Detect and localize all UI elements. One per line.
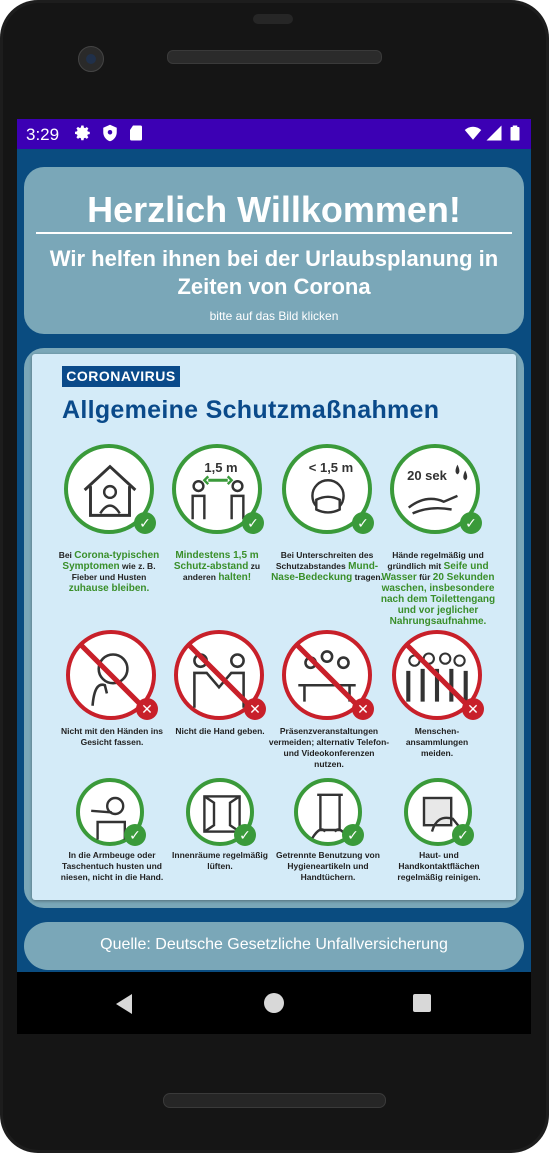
no-handshake-circle: ✕: [174, 630, 266, 720]
caption-handshake: Nicht die Hand geben.: [175, 726, 265, 736]
status-bar: 3:29: [17, 119, 531, 149]
no-meeting-circle: ✕: [282, 630, 374, 720]
distance-label: 1,5 m: [204, 460, 238, 475]
mask-icon: [311, 479, 345, 514]
caption-sneeze: In die Armbeuge oder Taschentuch husten …: [60, 850, 164, 882]
distance-circle: 1,5 m ✓: [172, 444, 264, 534]
x-icon: ✕: [462, 698, 484, 720]
caption-mask: Bei Unterschreiten des Schutzabstandes M…: [269, 550, 385, 583]
caption-text: wie z. B. Fieber und Husten: [71, 561, 156, 582]
house-stay-home-icon: [83, 464, 137, 517]
no-touch-face-circle: ✕: [66, 630, 158, 720]
battery-icon: [510, 125, 520, 141]
check-icon: ✓: [234, 824, 256, 846]
page-title: Herzlich Willkommen!: [87, 189, 461, 230]
title-divider: [36, 232, 512, 234]
caption-touch-face: Nicht mit den Händen ins Gesicht fassen.: [60, 726, 163, 747]
caption-stay-home: Bei Corona-typischen Symptomen wie z. B.…: [51, 550, 167, 594]
recents-icon[interactable]: [413, 994, 431, 1012]
caption-highlight: Mindestens 1,5 m Schutz-abstand: [173, 550, 259, 572]
check-icon: ✓: [124, 824, 146, 846]
handwash-time-label: 20 sek: [407, 468, 447, 483]
x-icon: ✕: [244, 698, 266, 720]
caption-highlight: Corona-typischen Symptomen: [62, 550, 160, 572]
protection-measures-poster-image[interactable]: CORONAVIRUS Allgemeine Schutzmaßnahmen ✓…: [32, 354, 516, 900]
caption-text: für: [416, 572, 433, 582]
ventilate-circle: ✓: [186, 778, 256, 846]
caption-text: tragen.: [352, 572, 383, 582]
mask-circle: < 1,5 m ✓: [282, 444, 374, 534]
back-icon[interactable]: [116, 994, 132, 1014]
top-slot: [253, 14, 293, 24]
caption-distance: Mindestens 1,5 m Schutz-abstand zu ander…: [159, 550, 275, 583]
caption-text: Bei Unterschreiten des Schutzabstandes: [275, 550, 374, 571]
source-card: Quelle: Deutsche Gesetzliche Unfallversi…: [24, 922, 524, 970]
earpiece-speaker: [167, 50, 382, 64]
caption-text: zu anderen: [182, 561, 261, 582]
caption-meeting: Präsenzveranstaltungen vermeiden; altern…: [268, 726, 390, 769]
source-text: Quelle: Deutsche Gesetzliche Unfallversi…: [100, 936, 448, 953]
x-icon: ✕: [352, 698, 374, 720]
shield-icon: [103, 124, 117, 142]
caption-crowd: Menschen-ansammlungen meiden.: [405, 726, 469, 758]
caption-highlight: Mund-Nase-Bedeckung: [271, 561, 379, 583]
caption-highlight: 20 Sekunden waschen, insbesondere nach d…: [380, 572, 496, 627]
poster-title: Allgemeine Schutzmaßnahmen: [62, 396, 440, 424]
caption-highlight: Seife und Wasser: [381, 561, 489, 583]
x-icon: ✕: [136, 698, 158, 720]
page-subtitle: Wir helfen ihnen bei der Urlaubsplanung …: [49, 246, 499, 299]
status-time: 3:29: [26, 125, 60, 144]
poster-tag: CORONAVIRUS: [62, 366, 180, 387]
touch-face-icon: [78, 642, 146, 710]
no-crowd-circle: ✕: [392, 630, 484, 720]
meeting-icon: [294, 642, 362, 710]
sd-card-icon: [130, 125, 142, 141]
wifi-icon: [464, 126, 482, 140]
caption-ventilate: Innenräume regelmäßig lüften.: [172, 850, 268, 871]
clean-surfaces-circle: ✓: [404, 778, 474, 846]
caption-text: Hände regelmäßig und gründlich mit: [387, 550, 484, 571]
bottom-speaker: [163, 1093, 386, 1108]
settings-icon: [75, 125, 90, 141]
distance-icon: [191, 475, 245, 520]
separate-towels-circle: ✓: [294, 778, 364, 846]
caption-towels: Getrennte Benutzung von Hygieneartikeln …: [276, 850, 380, 882]
handwash-icon: [407, 464, 468, 515]
check-icon: ✓: [342, 824, 364, 846]
caption-clean: Haut- und Handkontaktflächen regelmäßig …: [397, 850, 481, 882]
front-camera: [78, 46, 104, 72]
mask-distance-label: < 1,5 m: [308, 460, 354, 475]
crowd-icon: [404, 642, 472, 710]
stay-home-circle: ✓: [64, 444, 156, 534]
home-icon[interactable]: [264, 993, 284, 1013]
caption-handwash: Hände regelmäßig und gründlich mit Seife…: [374, 550, 502, 627]
cell-signal-icon: [486, 125, 502, 141]
welcome-card: Herzlich Willkommen! Wir helfen ihnen be…: [24, 167, 524, 334]
caption-highlight: halten!: [218, 572, 252, 583]
towel-icon: [311, 793, 349, 839]
navigation-bar: [17, 972, 531, 1034]
check-icon: ✓: [452, 824, 474, 846]
handwash-circle: 20 sek ✓: [390, 444, 482, 534]
wipe-surface-icon: [422, 796, 461, 832]
sneeze-elbow-circle: ✓: [76, 778, 146, 846]
caption-highlight: zuhause bleiben.: [68, 583, 150, 594]
handshake-icon: [186, 642, 254, 710]
check-icon: ✓: [134, 512, 156, 534]
caption-text: Bei: [58, 550, 75, 560]
check-icon: ✓: [242, 512, 264, 534]
click-hint: bitte auf das Bild klicken: [209, 309, 339, 323]
check-icon: ✓: [352, 512, 374, 534]
check-icon: ✓: [460, 512, 482, 534]
